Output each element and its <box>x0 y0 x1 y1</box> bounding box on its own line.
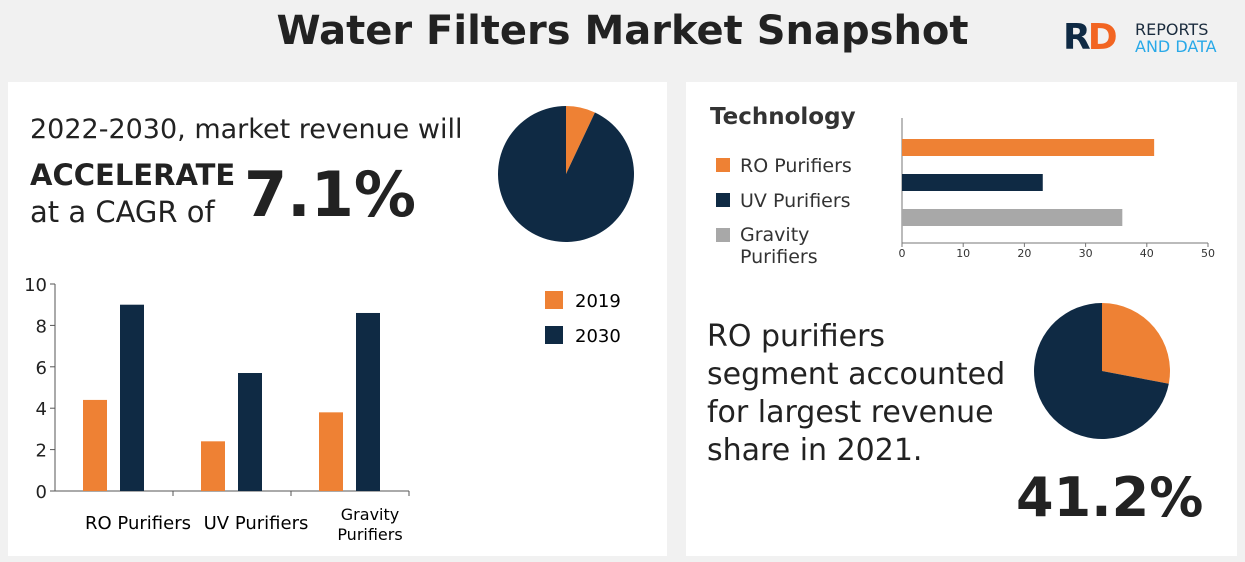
bar-uv-purifiers <box>902 174 1043 191</box>
logo-line2: AND DATA <box>1135 37 1217 56</box>
right-text-line: share in 2021. <box>707 433 923 468</box>
right-text-line: for largest revenue <box>707 395 994 430</box>
y-tick-label: 10 <box>24 275 47 296</box>
y-tick-label: 4 <box>36 399 47 420</box>
accelerate-label: ACCELERATE <box>30 158 236 192</box>
logo-mark: RD <box>1063 17 1118 58</box>
cagr-label: at a CAGR of <box>30 195 215 229</box>
pie-slice <box>1033 303 1169 439</box>
bar-2030 <box>120 304 144 491</box>
x-tick-label: UV Purifiers <box>204 513 309 534</box>
bar-2019 <box>319 412 343 491</box>
right-text-line: RO purifiers <box>707 319 886 354</box>
y-tick-label: 2 <box>36 441 47 462</box>
bar-2030 <box>356 312 380 491</box>
legend-swatch <box>545 326 563 344</box>
bar-2019 <box>83 399 107 491</box>
legend-swatch <box>716 193 730 207</box>
x-tick-label: 50 <box>1201 247 1215 260</box>
legend-label: RO Purifiers <box>740 155 852 177</box>
bar-gravity-purifiers <box>902 209 1123 226</box>
legend-label: Gravity <box>740 224 809 246</box>
x-tick-label: Gravity <box>341 505 399 524</box>
bar-2019 <box>201 441 225 491</box>
y-tick-label: 8 <box>36 316 47 337</box>
x-tick-label: Purifiers <box>337 525 402 544</box>
logo-line1: REPORTS <box>1135 20 1209 39</box>
bar-ro-purifiers <box>902 139 1155 156</box>
bar-2030 <box>238 373 262 491</box>
legend-label: UV Purifiers <box>740 190 851 212</box>
right-text: RO purifiers segment accounted for large… <box>707 318 1005 470</box>
pie-slice <box>497 106 634 243</box>
cagr-value: 7.1% <box>244 158 416 231</box>
legend-swatch <box>716 158 730 172</box>
technology-title: Technology <box>710 104 856 130</box>
y-tick-label: 6 <box>36 358 47 379</box>
right-text-line: segment accounted <box>707 357 1006 392</box>
legend-label: 2030 <box>575 326 621 347</box>
logo: RD REPORTS AND DATA <box>1063 17 1238 58</box>
legend-swatch <box>716 228 730 242</box>
cagr-intro: 2022-2030, market revenue will <box>30 114 463 145</box>
pie-slice <box>566 106 595 174</box>
legend-swatch <box>545 291 563 309</box>
x-tick-label: 20 <box>1017 247 1031 260</box>
legend-label: 2019 <box>575 291 621 312</box>
y-tick-label: 0 <box>36 482 47 503</box>
x-tick-label: RO Purifiers <box>85 513 191 534</box>
share-value: 41.2% <box>1016 466 1204 529</box>
pie-slice <box>1102 303 1170 384</box>
x-tick-label: 0 <box>899 247 906 260</box>
x-tick-label: 10 <box>956 247 970 260</box>
x-tick-label: 30 <box>1079 247 1093 260</box>
legend-label: Purifiers <box>740 246 818 268</box>
page-title: Water Filters Market Snapshot <box>276 8 969 54</box>
x-tick-label: 40 <box>1140 247 1154 260</box>
